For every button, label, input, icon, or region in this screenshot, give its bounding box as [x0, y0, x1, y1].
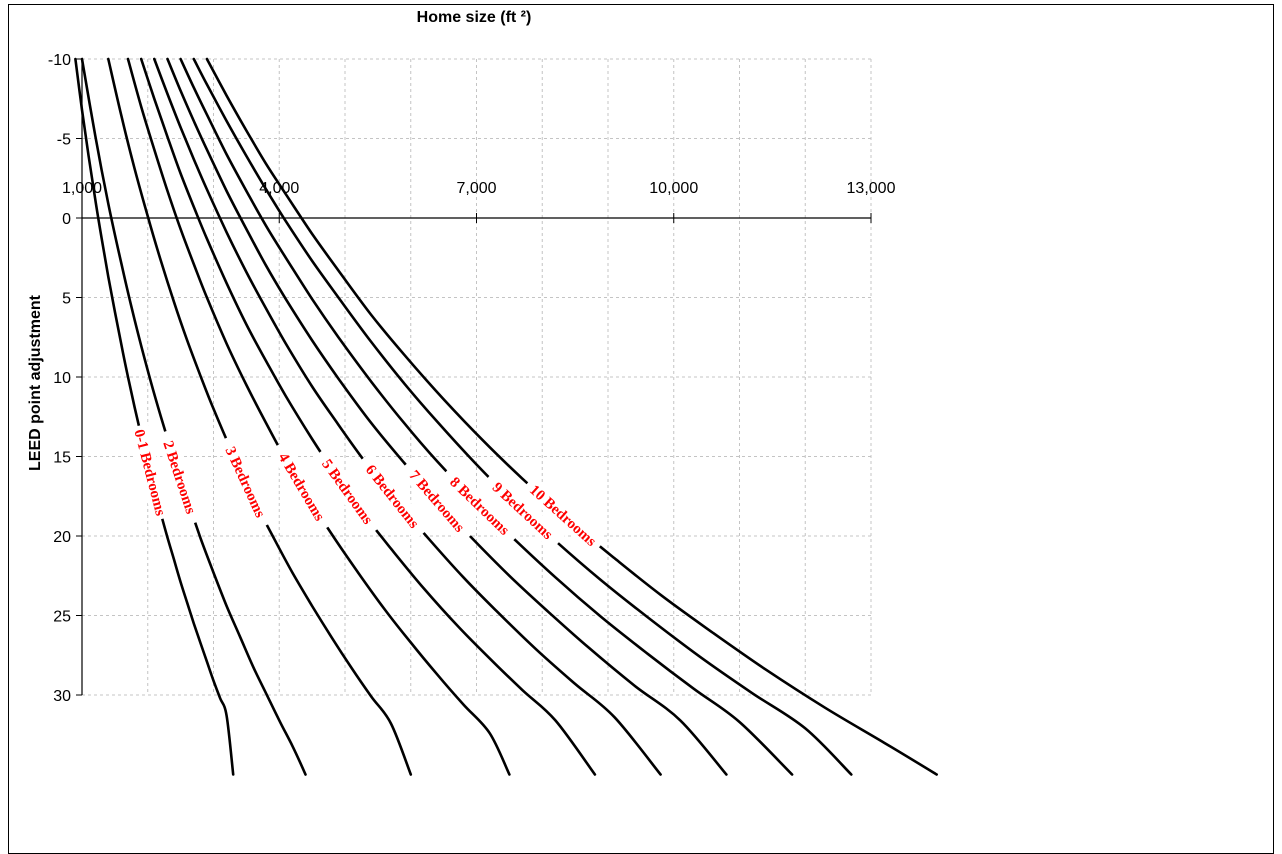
- series-line: [166, 57, 728, 776]
- y-tick-label: -10: [48, 52, 71, 69]
- curves: [74, 57, 938, 776]
- y-tick-label: 20: [53, 529, 71, 546]
- x-tick-label: 7,000: [456, 180, 496, 197]
- series-line: [139, 57, 597, 776]
- series-label-bg: [480, 470, 565, 551]
- series-label-bg: [354, 452, 431, 541]
- y-tick-label: 10: [53, 370, 71, 387]
- y-axis-title: LEED point adjustment: [27, 294, 44, 471]
- x-tick-label: 13,000: [847, 180, 896, 197]
- series-label-bg: [155, 428, 205, 526]
- series-line: [74, 57, 235, 776]
- series-line: [80, 57, 307, 776]
- series-label: 3 Bedrooms: [222, 444, 268, 520]
- series-label-bg: [128, 423, 172, 522]
- series-line: [153, 57, 662, 776]
- x-tick-label: 10,000: [649, 180, 698, 197]
- y-tick-label: 0: [62, 211, 71, 228]
- series-label-bg: [216, 434, 275, 530]
- y-tick-label: 15: [53, 450, 71, 467]
- series-line: [126, 57, 511, 776]
- series-label-bg: [438, 465, 522, 547]
- grid: [81, 58, 872, 696]
- series-label-bg: [311, 446, 384, 537]
- y-tick-label: 30: [53, 688, 71, 705]
- series-line: [192, 57, 853, 776]
- y-tick-label: 25: [53, 609, 71, 626]
- series-line: [205, 57, 938, 776]
- series-label-bg: [268, 440, 335, 534]
- series-line: [179, 57, 794, 776]
- y-tick-label: 5: [62, 291, 71, 308]
- series-label-bg: [520, 475, 606, 555]
- x-axis-title: Home size (ft ²): [417, 9, 532, 26]
- series-label-bg: [398, 458, 476, 544]
- y-tick-label: -5: [57, 132, 71, 149]
- x-tick-label: 1,000: [62, 180, 102, 197]
